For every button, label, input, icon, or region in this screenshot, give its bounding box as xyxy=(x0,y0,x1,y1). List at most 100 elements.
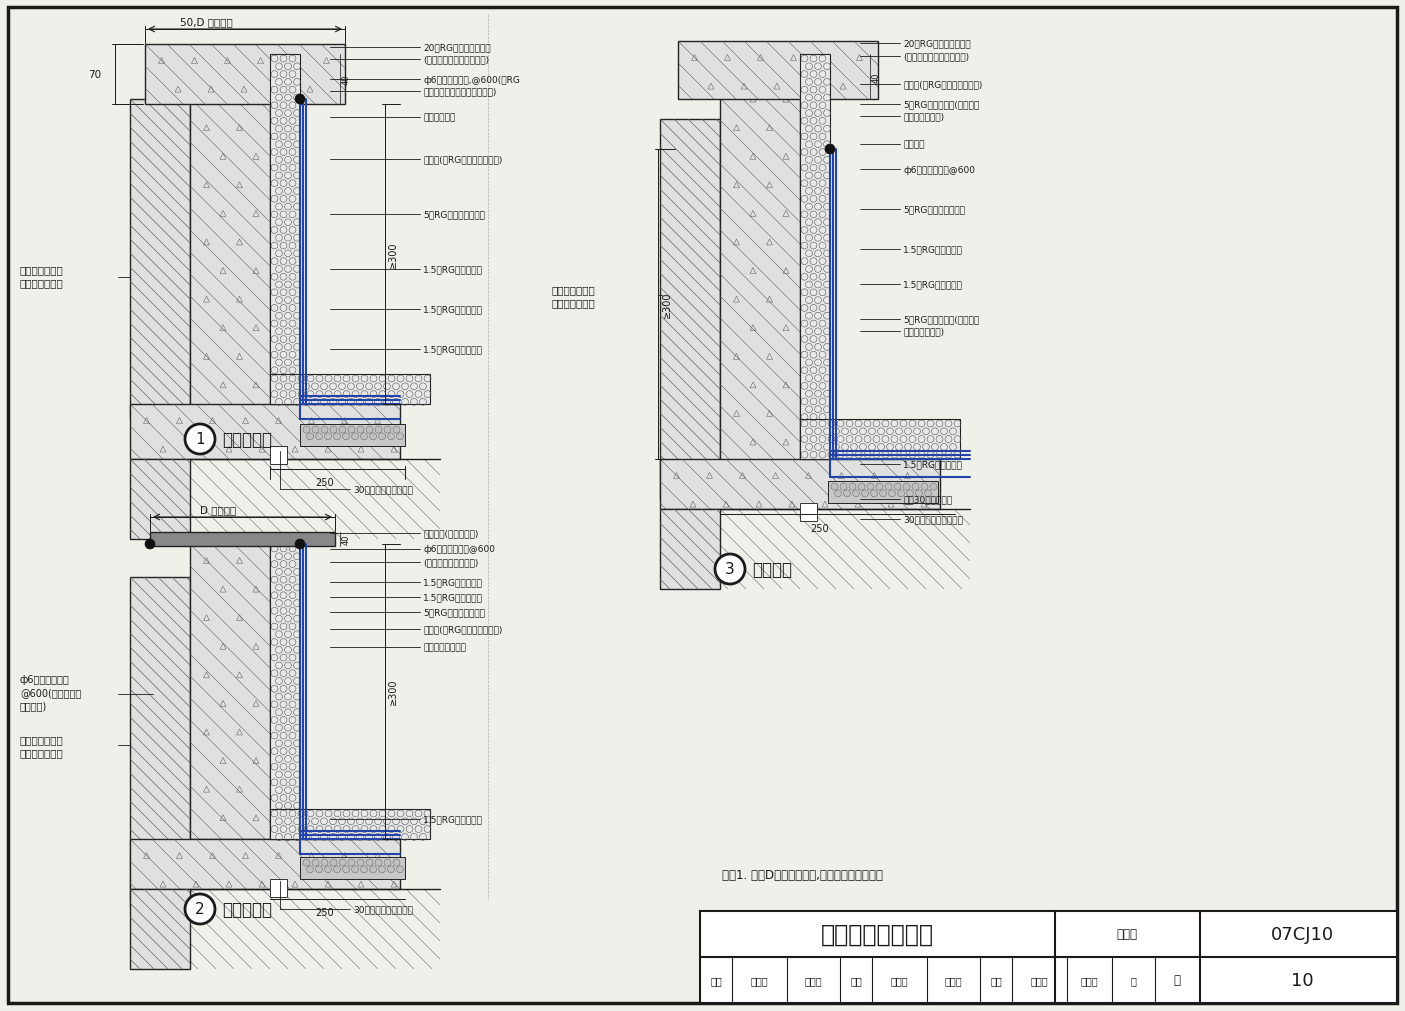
Bar xyxy=(660,120,719,499)
Text: ф6塑料胀管螺钉@600: ф6塑料胀管螺钉@600 xyxy=(903,166,975,174)
Circle shape xyxy=(303,859,311,866)
Circle shape xyxy=(875,483,882,490)
Circle shape xyxy=(894,483,901,490)
Text: 彭新志: 彭新志 xyxy=(1080,975,1099,985)
Circle shape xyxy=(312,427,319,434)
Text: 外墙保温、饰面: 外墙保温、饰面 xyxy=(552,285,596,295)
Circle shape xyxy=(871,490,878,497)
Bar xyxy=(270,880,287,897)
Bar xyxy=(301,857,405,880)
Text: 做法按工程设计: 做法按工程设计 xyxy=(20,278,63,288)
Text: 审核: 审核 xyxy=(710,975,722,985)
Circle shape xyxy=(316,434,323,441)
Text: 5厚RG聚合物砂浆(夹铺一层: 5厚RG聚合物砂浆(夹铺一层 xyxy=(903,315,979,325)
Circle shape xyxy=(343,866,350,872)
Bar xyxy=(131,460,190,540)
Text: (夹铺一层耐碱玻纤网格布): (夹铺一层耐碱玻纤网格布) xyxy=(423,56,489,65)
Text: 40: 40 xyxy=(341,534,351,545)
Circle shape xyxy=(312,859,319,866)
Circle shape xyxy=(378,866,385,872)
Bar xyxy=(719,55,799,499)
Text: @600(钉头用密封: @600(钉头用密封 xyxy=(20,687,81,698)
Text: 250: 250 xyxy=(811,524,829,534)
Text: D 女儿墙厚: D 女儿墙厚 xyxy=(200,504,236,515)
Text: 5厚RG聚合物砂浆找平: 5厚RG聚合物砂浆找平 xyxy=(903,205,965,214)
Text: 华卫东: 华卫东 xyxy=(944,975,962,985)
Text: 1.5厚RG涂料附加层: 1.5厚RG涂料附加层 xyxy=(423,578,483,587)
Bar xyxy=(190,55,270,420)
Text: 2: 2 xyxy=(195,902,205,917)
Circle shape xyxy=(835,490,842,497)
Circle shape xyxy=(867,483,874,490)
Circle shape xyxy=(361,866,368,872)
Text: 保温板(用RG聚合物砂浆粘贴): 保温板(用RG聚合物砂浆粘贴) xyxy=(423,625,503,634)
Circle shape xyxy=(316,866,323,872)
Circle shape xyxy=(825,145,835,155)
Text: 1.5厚RG涂料附加层: 1.5厚RG涂料附加层 xyxy=(423,345,483,354)
Bar xyxy=(131,889,190,969)
Circle shape xyxy=(295,540,305,549)
Text: 校对: 校对 xyxy=(850,975,861,985)
Circle shape xyxy=(906,490,913,497)
Text: 30厚聚乙烯泡沫塑料条: 30厚聚乙烯泡沫塑料条 xyxy=(903,515,962,524)
Text: 1.5厚RG涂料附加层: 1.5厚RG涂料附加层 xyxy=(423,265,483,274)
Circle shape xyxy=(861,490,868,497)
Circle shape xyxy=(384,859,391,866)
Circle shape xyxy=(306,866,313,872)
Text: 非上人屋面: 非上人屋面 xyxy=(222,431,273,449)
Text: 30原聚乙烯泡沫塑料条: 30原聚乙烯泡沫塑料条 xyxy=(353,905,413,914)
Bar xyxy=(145,44,346,105)
Bar xyxy=(131,839,400,889)
Circle shape xyxy=(325,866,332,872)
Text: 保温板(用RG聚合物砂浆粘贴): 保温板(用RG聚合物砂浆粘贴) xyxy=(903,81,982,89)
Circle shape xyxy=(378,434,385,441)
Text: ≥300: ≥300 xyxy=(388,678,398,705)
Text: 非上人屋面: 非上人屋面 xyxy=(222,900,273,918)
Text: 40: 40 xyxy=(341,75,351,85)
Circle shape xyxy=(333,434,340,441)
Bar xyxy=(270,809,430,839)
Circle shape xyxy=(185,894,215,924)
Circle shape xyxy=(922,483,927,490)
Text: 材料封严): 材料封严) xyxy=(20,701,48,711)
Circle shape xyxy=(375,859,382,866)
Text: 20厚RG聚合物水泥砂浆: 20厚RG聚合物水泥砂浆 xyxy=(423,43,490,53)
Text: 耐碱玻纤网格布): 耐碱玻纤网格布) xyxy=(903,328,944,337)
Text: 涂料多遍涂刷或密封材料封严): 涂料多遍涂刷或密封材料封严) xyxy=(423,87,496,96)
Circle shape xyxy=(365,859,372,866)
Text: 1.5厚RG涂料防水层: 1.5厚RG涂料防水层 xyxy=(903,280,962,289)
Text: 1.5厚RG涂料附加层: 1.5厚RG涂料附加层 xyxy=(903,246,962,254)
Text: 250: 250 xyxy=(316,477,334,487)
Circle shape xyxy=(145,540,155,549)
Circle shape xyxy=(185,425,215,455)
Circle shape xyxy=(330,427,337,434)
Text: 嵌填30宽密封材料: 嵌填30宽密封材料 xyxy=(903,495,953,504)
Text: 外墙保温、饰面: 外墙保温、饰面 xyxy=(20,265,63,275)
Bar xyxy=(700,911,1397,1003)
Circle shape xyxy=(333,866,340,872)
Circle shape xyxy=(843,490,850,497)
Text: 50,D 女儿墙厚: 50,D 女儿墙厚 xyxy=(180,17,233,27)
Circle shape xyxy=(320,859,327,866)
Circle shape xyxy=(885,483,892,490)
Text: 页: 页 xyxy=(1131,975,1137,985)
Bar xyxy=(679,42,878,100)
Circle shape xyxy=(348,859,355,866)
Circle shape xyxy=(840,483,847,490)
Text: 彭新志: 彭新志 xyxy=(1031,975,1048,985)
Circle shape xyxy=(393,427,400,434)
Text: 钢筋混凝土女儿墙: 钢筋混凝土女儿墙 xyxy=(423,643,466,652)
Circle shape xyxy=(339,427,346,434)
Bar xyxy=(799,420,960,460)
Text: 张生友: 张生友 xyxy=(750,975,769,985)
Circle shape xyxy=(830,483,837,490)
Circle shape xyxy=(330,859,337,866)
Circle shape xyxy=(924,490,932,497)
Text: ф6塑料胀管螺钉: ф6塑料胀管螺钉 xyxy=(20,674,70,684)
Bar xyxy=(660,460,940,510)
Circle shape xyxy=(930,483,937,490)
Text: 密封材料: 密封材料 xyxy=(903,141,924,150)
Text: 40: 40 xyxy=(873,73,881,83)
Bar xyxy=(150,533,334,547)
Circle shape xyxy=(849,483,856,490)
